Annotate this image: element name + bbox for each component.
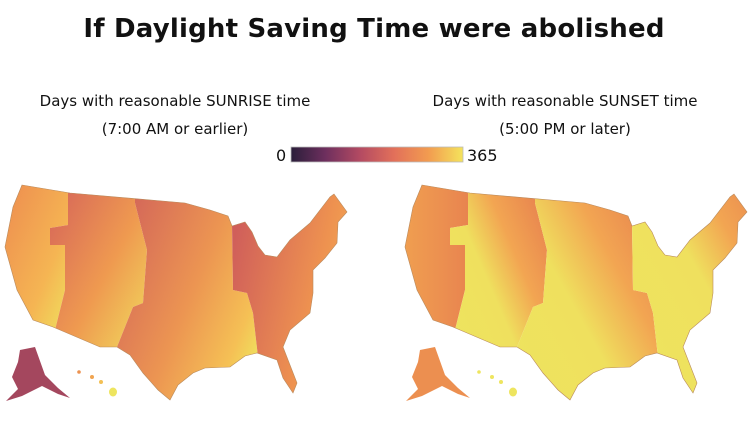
legend-colorbar [290,146,464,163]
page-title: If Daylight Saving Time were abolished [83,14,665,44]
sunrise-mountain-zone [50,185,147,360]
sunset-hawaii [477,370,517,397]
sunset-us-outline [404,184,748,401]
sunset-pacific-zone [405,185,468,360]
sunrise-central-zone [100,185,260,400]
sunset-eastern-zone [632,185,747,400]
legend-min-label: 0 [276,146,287,165]
sunset-map [404,184,748,401]
sunrise-alaska [6,347,70,401]
sunset-alaska [406,347,470,401]
sunset-central-zone [500,185,660,400]
sunrise-us-outline [4,184,348,401]
legend-max-label: 365 [467,146,498,165]
sunrise-panel-heading: Days with reasonable SUNRISE time [39,92,311,110]
sunrise-hawaii [77,370,117,397]
sunrise-map [4,184,348,401]
sunset-mountain-zone [450,185,547,360]
sunset-panel-heading: Days with reasonable SUNSET time [432,92,698,110]
sunrise-panel-subheading: (7:00 AM or earlier) [101,120,249,138]
sunrise-pacific-zone [5,185,68,360]
sunset-panel-subheading: (5:00 PM or later) [499,120,631,138]
